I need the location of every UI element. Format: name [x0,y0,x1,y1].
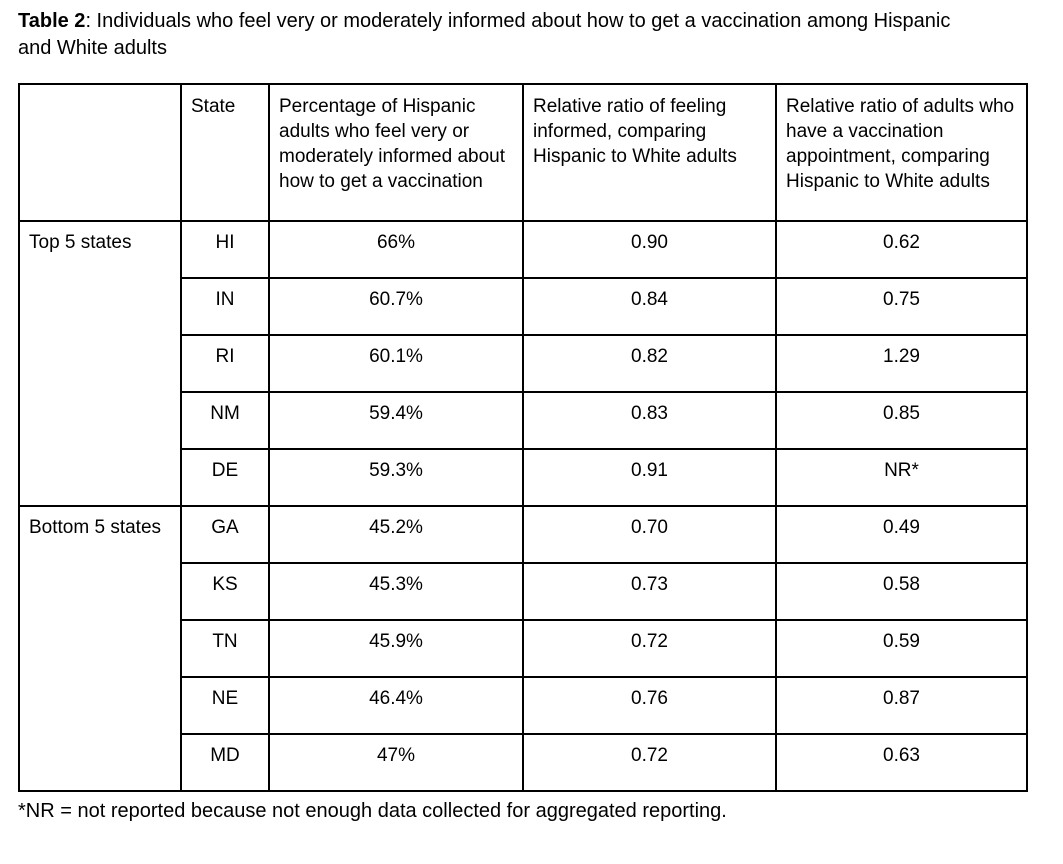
cell-state: IN [180,277,270,336]
cell-pct: 45.9% [268,619,524,678]
cell-ratio-appointment: 1.29 [775,334,1028,393]
cell-pct: 45.3% [268,562,524,621]
cell-ratio-informed: 0.90 [522,220,777,279]
cell-state: TN [180,619,270,678]
cell-ratio-informed: 0.70 [522,505,777,564]
cell-ratio-informed: 0.84 [522,277,777,336]
document-page: Table 2: Individuals who feel very or mo… [18,8,1028,822]
table-row: Top 5 states HI 66% 0.90 0.62 [18,220,1028,507]
table-row: NE 46.4% 0.76 0.87 [19,676,1028,735]
cell-pct: 59.3% [268,448,524,507]
cell-state: RI [180,334,270,393]
table-title-text: : Individuals who feel very or moderatel… [18,10,951,59]
cell-ratio-appointment: 0.87 [775,676,1028,735]
cell-ratio-informed: 0.72 [522,733,777,792]
table-row: KS 45.3% 0.73 0.58 [19,562,1028,621]
cell-pct: 60.1% [268,334,524,393]
cell-ratio-informed: 0.82 [522,334,777,393]
table-row: Bottom 5 states GA 45.2% 0.70 0.49 [18,505,1028,792]
cell-ratio-appointment: 0.63 [775,733,1028,792]
cell-state: KS [180,562,270,621]
cell-state: NM [180,391,270,450]
table-row: TN 45.9% 0.72 0.59 [19,619,1028,678]
table-row: RI 60.1% 0.82 1.29 [19,334,1028,393]
cell-ratio-informed: 0.91 [522,448,777,507]
header-ratio-appointment: Relative ratio of adults who have a vacc… [775,83,1028,222]
cell-ratio-informed: 0.76 [522,676,777,735]
cell-ratio-appointment: 0.85 [775,391,1028,450]
cell-ratio-appointment: 0.59 [775,619,1028,678]
cell-pct: 45.2% [268,505,524,564]
table-title-label: Table 2 [18,10,86,32]
header-ratio-informed: Relative ratio of feeling informed, comp… [522,83,777,222]
table-footnote: *NR = not reported because not enough da… [18,800,727,822]
cell-state: DE [180,448,270,507]
cell-ratio-informed: 0.73 [522,562,777,621]
table-row: NM 59.4% 0.83 0.85 [19,391,1028,450]
cell-pct: 60.7% [268,277,524,336]
cell-pct: 46.4% [268,676,524,735]
cell-ratio-appointment: 0.62 [775,220,1028,279]
header-row: State Percentage of Hispanic adults who … [18,83,1028,222]
cell-ratio-appointment: 0.75 [775,277,1028,336]
cell-ratio-appointment: 0.49 [775,505,1028,564]
header-state: State [180,83,270,222]
header-percentage-informed: Percentage of Hispanic adults who feel v… [268,83,524,222]
cell-ratio-appointment: 0.58 [775,562,1028,621]
header-corner-cell [18,83,182,222]
table-row: DE 59.3% 0.91 NR* [19,448,1028,507]
cell-pct: 47% [268,733,524,792]
cell-state: GA [180,505,270,564]
table-title: Table 2: Individuals who feel very or mo… [18,8,978,62]
informed-vaccination-table: State Percentage of Hispanic adults who … [18,83,1028,792]
cell-pct: 59.4% [268,391,524,450]
cell-ratio-informed: 0.72 [522,619,777,678]
cell-state: MD [180,733,270,792]
cell-ratio-informed: 0.83 [522,391,777,450]
cell-ratio-appointment: NR* [775,448,1028,507]
group-label-bottom5: Bottom 5 states [18,505,182,792]
group-label-top5: Top 5 states [18,220,182,507]
cell-state: HI [180,220,270,279]
table-row: IN 60.7% 0.84 0.75 [19,277,1028,336]
cell-state: NE [180,676,270,735]
table-row: MD 47% 0.72 0.63 [19,733,1028,792]
cell-pct: 66% [268,220,524,279]
